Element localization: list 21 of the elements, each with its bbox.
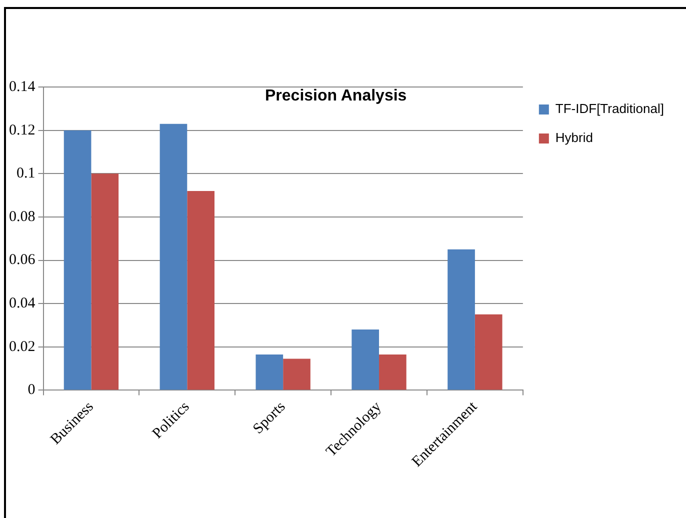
y-tick-label: 0.02 — [9, 338, 36, 355]
y-tick-label: 0.14 — [9, 78, 36, 95]
bar — [91, 174, 119, 390]
bar — [379, 354, 406, 390]
bar — [187, 190, 214, 390]
bar — [448, 249, 475, 390]
y-tick-label: 0.1 — [16, 166, 36, 182]
legend-label: TF-IDF[Traditional] — [555, 101, 664, 116]
y-tick-label: 0.04 — [9, 296, 36, 312]
y-tick-label: 0 — [28, 382, 36, 398]
bar — [64, 130, 92, 390]
y-tick-label: 0.12 — [9, 122, 36, 138]
y-tick-label: 0.06 — [9, 252, 36, 268]
bar — [352, 330, 380, 390]
chart-title: Precision Analysis — [264, 87, 407, 104]
y-tick-label: 0.08 — [9, 208, 36, 225]
bar — [256, 354, 284, 390]
legend-label: Hybrid — [555, 130, 593, 146]
bar — [160, 124, 188, 390]
bar — [283, 358, 310, 390]
bar — [474, 314, 502, 390]
